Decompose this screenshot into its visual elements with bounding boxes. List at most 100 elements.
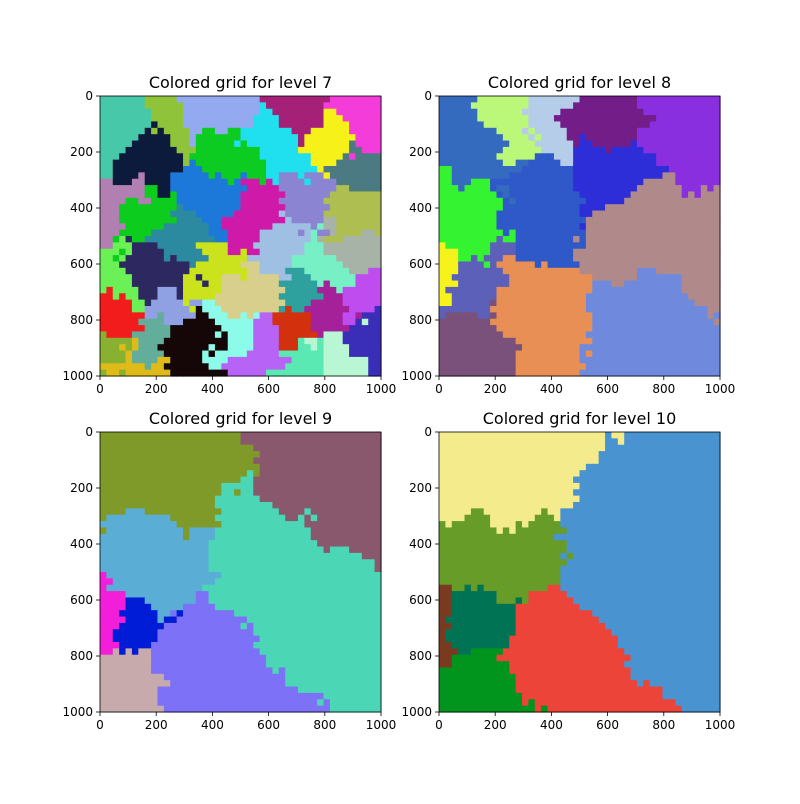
grid-cell — [221, 370, 228, 377]
grid-cell — [688, 344, 695, 351]
grid-cell — [324, 115, 331, 122]
grid-cell — [560, 211, 567, 218]
grid-cell — [266, 438, 273, 445]
grid-cell — [650, 281, 657, 288]
grid-cell — [573, 211, 580, 218]
grid-cell — [183, 300, 190, 307]
grid-cell — [304, 128, 311, 135]
grid-cell — [202, 300, 209, 307]
grid-cell — [215, 457, 222, 464]
grid-cell — [471, 293, 478, 300]
grid-cell — [707, 357, 714, 364]
grid-cell — [272, 141, 279, 148]
grid-cell — [298, 268, 305, 275]
grid-cell — [375, 464, 382, 471]
grid-cell — [317, 281, 324, 288]
grid-cell — [368, 236, 375, 243]
grid-cell — [119, 268, 126, 275]
grid-cell — [324, 477, 331, 484]
grid-cell — [324, 96, 331, 103]
grid-cell — [164, 489, 171, 496]
grid-cell — [688, 198, 695, 205]
grid-cell — [618, 211, 625, 218]
grid-cell — [145, 559, 152, 566]
grid-cell — [221, 502, 228, 509]
grid-cell — [132, 457, 139, 464]
grid-cell — [113, 502, 120, 509]
grid-cell — [106, 242, 113, 249]
x-tick-label: 1000 — [705, 382, 736, 396]
grid-cell — [196, 147, 203, 154]
grid-cell — [343, 445, 350, 452]
x-tick-label: 400 — [540, 382, 563, 396]
grid-cell — [637, 357, 644, 364]
grid-cell — [241, 351, 248, 358]
grid-cell — [234, 268, 241, 275]
grid-cell — [247, 477, 254, 484]
grid-cell — [535, 153, 542, 160]
grid-cell — [164, 160, 171, 167]
grid-cell — [624, 261, 631, 268]
grid-cell — [170, 141, 177, 148]
grid-cell — [234, 236, 241, 243]
grid-cell — [189, 249, 196, 256]
grid-cell — [535, 191, 542, 198]
grid-cell — [439, 370, 446, 377]
grid-cell — [618, 160, 625, 167]
grid-cell — [477, 160, 484, 167]
grid-cell — [113, 363, 120, 370]
grid-cell — [202, 515, 209, 522]
grid-cell — [304, 242, 311, 249]
grid-cell — [170, 559, 177, 566]
grid-cell — [279, 121, 286, 128]
grid-cell — [215, 553, 222, 560]
grid-cell — [324, 300, 331, 307]
grid-cell — [272, 502, 279, 509]
grid-cell — [119, 211, 126, 218]
grid-cell — [241, 198, 248, 205]
grid-cell — [496, 261, 503, 268]
grid-cell — [164, 325, 171, 332]
grid-cell — [266, 432, 273, 439]
grid-cell — [656, 102, 663, 109]
grid-cell — [138, 572, 145, 579]
grid-cell — [272, 483, 279, 490]
grid-cell — [196, 261, 203, 268]
grid-cell — [113, 172, 120, 179]
grid-cell — [554, 293, 561, 300]
grid-cell — [349, 185, 356, 192]
grid-cell — [132, 109, 139, 116]
grid-cell — [330, 559, 337, 566]
grid-cell — [701, 217, 708, 224]
grid-cell — [522, 179, 529, 186]
grid-cell — [650, 325, 657, 332]
grid-cell — [113, 344, 120, 351]
grid-cell — [637, 312, 644, 319]
grid-cell — [599, 191, 606, 198]
grid-cell — [349, 128, 356, 135]
grid-cell — [349, 198, 356, 205]
grid-cell — [113, 451, 120, 458]
grid-cell — [707, 351, 714, 358]
grid-cell — [599, 255, 606, 262]
grid-cell — [343, 102, 350, 109]
grid-cell — [138, 483, 145, 490]
grid-cell — [362, 249, 369, 256]
grid-cell — [132, 121, 139, 128]
grid-cell — [138, 109, 145, 116]
grid-cell — [285, 223, 292, 230]
grid-cell — [324, 319, 331, 326]
grid-cell — [375, 502, 382, 509]
grid-cell — [349, 477, 356, 484]
grid-cell — [573, 179, 580, 186]
grid-cell — [349, 217, 356, 224]
grid-cell — [682, 179, 689, 186]
grid-cell — [126, 489, 133, 496]
grid-cell — [260, 559, 267, 566]
grid-cell — [170, 223, 177, 230]
grid-cell — [375, 438, 382, 445]
grid-cell — [317, 115, 324, 122]
grid-cell — [611, 141, 618, 148]
grid-cell — [714, 338, 721, 345]
grid-cell — [605, 344, 612, 351]
